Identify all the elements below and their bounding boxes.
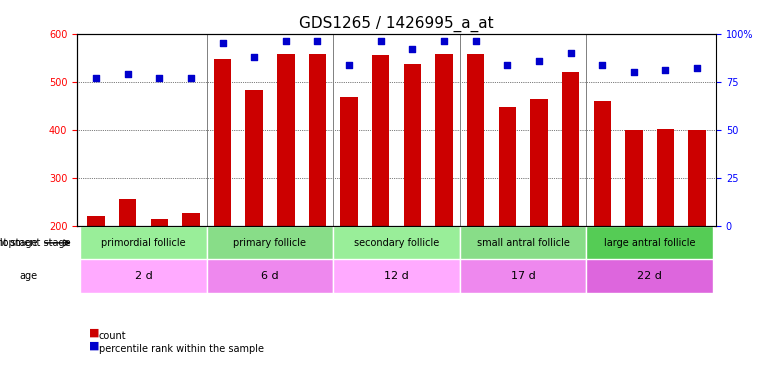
Point: [343, 62, 355, 68]
Point: [311, 39, 323, 45]
Bar: [87, 216, 105, 226]
Bar: [372, 56, 390, 226]
Bar: [688, 130, 706, 226]
FancyBboxPatch shape: [460, 226, 587, 260]
Bar: [246, 90, 263, 226]
Point: [122, 71, 134, 77]
FancyBboxPatch shape: [460, 260, 587, 292]
Text: secondary follicle: secondary follicle: [354, 238, 439, 248]
FancyBboxPatch shape: [587, 260, 713, 292]
Text: age: age: [19, 271, 38, 281]
FancyBboxPatch shape: [206, 260, 333, 292]
Point: [90, 75, 102, 81]
Point: [153, 75, 166, 81]
Point: [374, 39, 387, 45]
Text: 22 d: 22 d: [638, 271, 662, 281]
Title: GDS1265 / 1426995_a_at: GDS1265 / 1426995_a_at: [300, 16, 494, 32]
Point: [628, 69, 640, 75]
Bar: [467, 54, 484, 226]
Point: [280, 39, 292, 45]
Bar: [625, 130, 642, 226]
Point: [216, 40, 229, 46]
Text: count: count: [99, 331, 126, 340]
Text: 6 d: 6 d: [261, 271, 279, 281]
Bar: [119, 199, 136, 226]
Text: ■: ■: [89, 328, 99, 338]
Point: [564, 50, 577, 56]
Bar: [531, 99, 547, 226]
Point: [470, 39, 482, 45]
Text: ■: ■: [89, 341, 99, 351]
Bar: [594, 100, 611, 226]
FancyBboxPatch shape: [206, 226, 333, 260]
Bar: [340, 97, 358, 226]
Bar: [309, 54, 326, 226]
Bar: [499, 107, 516, 226]
FancyBboxPatch shape: [587, 226, 713, 260]
Text: primordial follicle: primordial follicle: [101, 238, 186, 248]
Bar: [277, 54, 294, 226]
Point: [533, 58, 545, 64]
Bar: [403, 64, 421, 226]
Point: [407, 46, 419, 52]
Bar: [182, 213, 199, 226]
Text: development stage: development stage: [0, 238, 38, 248]
Point: [659, 68, 671, 74]
FancyBboxPatch shape: [333, 226, 460, 260]
Text: development stage: development stage: [0, 238, 71, 248]
Text: 2 d: 2 d: [135, 271, 152, 281]
Bar: [214, 59, 231, 226]
FancyBboxPatch shape: [80, 260, 206, 292]
Text: percentile rank within the sample: percentile rank within the sample: [99, 344, 263, 354]
Text: 17 d: 17 d: [511, 271, 535, 281]
Point: [185, 75, 197, 81]
Text: small antral follicle: small antral follicle: [477, 238, 570, 248]
Bar: [435, 54, 453, 226]
Text: 12 d: 12 d: [384, 271, 409, 281]
Point: [438, 39, 450, 45]
Bar: [151, 219, 168, 226]
FancyBboxPatch shape: [80, 226, 206, 260]
Text: large antral follicle: large antral follicle: [604, 238, 695, 248]
FancyBboxPatch shape: [333, 260, 460, 292]
Point: [596, 62, 608, 68]
Point: [248, 54, 260, 60]
Bar: [657, 129, 675, 226]
Text: primary follicle: primary follicle: [233, 238, 306, 248]
Bar: [562, 72, 579, 226]
Point: [501, 62, 514, 68]
Point: [691, 65, 703, 71]
